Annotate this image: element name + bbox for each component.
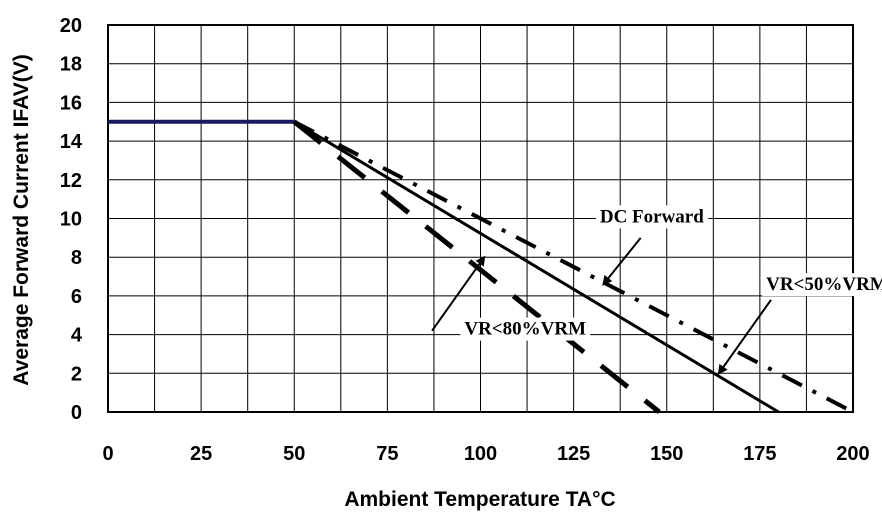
grid	[108, 25, 853, 412]
annotation-text: DC Forward	[600, 206, 704, 227]
annotation-text: VR<80%VRM	[464, 319, 586, 340]
annotation-arrows	[431, 237, 772, 375]
x-axis-title: Ambient Temperature TA°C	[344, 488, 615, 511]
x-tick-label: 25	[190, 443, 212, 465]
y-tick-label: 14	[60, 131, 83, 153]
series-line-vr50	[293, 119, 854, 414]
x-tick-labels: 0 25 50 75 100 125 150 175 200	[102, 443, 869, 465]
annotation-arrow-dc	[602, 237, 642, 286]
y-tick-label: 4	[71, 325, 83, 347]
annotation-label: VR<50%VRM	[762, 273, 882, 297]
annotation-label: VR<80%VRM	[460, 317, 591, 341]
y-axis-title: Average Forward Current IFAV(V)	[10, 54, 33, 385]
annotation-arrow-vr50	[717, 299, 772, 375]
y-tick-label: 10	[60, 209, 82, 231]
annotation-text: VR<50%VRM	[766, 274, 882, 295]
y-tick-labels: 0 2 4 6 8 10 12 14 16 18 20	[60, 15, 83, 424]
x-tick-label: 175	[743, 443, 776, 465]
y-tick-label: 18	[60, 54, 82, 76]
y-tick-label: 8	[71, 247, 82, 269]
x-tick-label: 125	[557, 443, 590, 465]
x-tick-label: 50	[283, 443, 305, 465]
annotation-arrow-vr80	[431, 255, 486, 332]
y-tick-label: 0	[71, 402, 82, 424]
x-tick-label: 75	[376, 443, 398, 465]
y-tick-label: 16	[60, 92, 82, 114]
annotations: DC Forward VR<50%VRM VR<80%VRM	[460, 205, 882, 341]
y-tick-label: 12	[60, 170, 82, 192]
y-tick-label: 6	[71, 286, 82, 308]
y-tick-label: 2	[71, 363, 82, 385]
x-tick-label: 0	[102, 443, 113, 465]
x-tick-label: 100	[464, 443, 497, 465]
x-tick-label: 150	[650, 443, 683, 465]
annotation-label: DC Forward	[595, 205, 709, 229]
y-tick-label: 20	[60, 15, 82, 37]
x-tick-label: 200	[836, 443, 869, 465]
series-line-dc	[293, 120, 780, 414]
